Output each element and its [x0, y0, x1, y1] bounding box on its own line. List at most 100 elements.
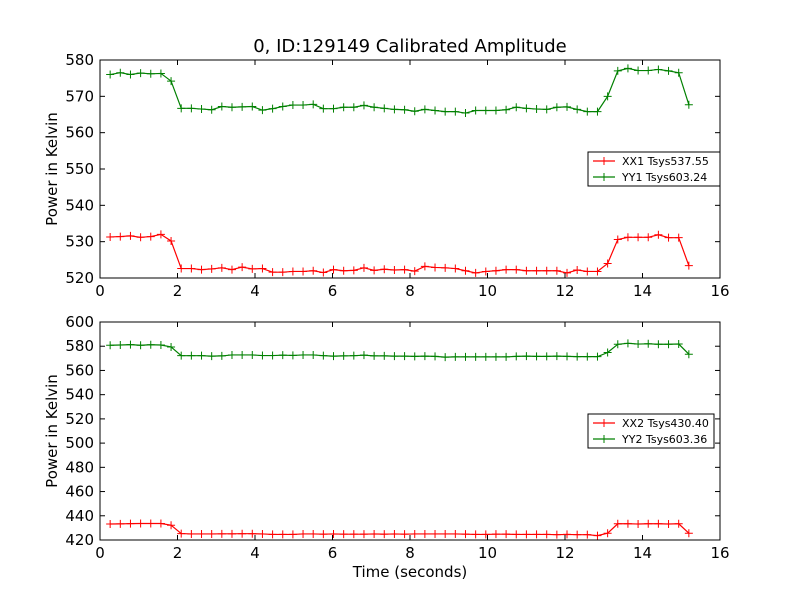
x-tick-label: 10: [478, 282, 497, 300]
x-tick-label: 10: [478, 544, 497, 562]
data-point: [451, 352, 460, 361]
x-tick-label: 16: [710, 282, 729, 300]
data-point: [684, 350, 693, 359]
data-point: [268, 104, 277, 113]
data-point: [167, 521, 176, 530]
data-point: [441, 529, 450, 538]
data-point: [613, 235, 622, 244]
data-point: [380, 351, 389, 360]
x-tick-label: 16: [710, 544, 729, 562]
series-line-xx2: [110, 522, 690, 537]
data-point: [573, 266, 582, 275]
data-point: [349, 266, 358, 275]
data-point: [552, 103, 561, 112]
data-point: [106, 232, 115, 241]
data-point: [471, 530, 480, 539]
data-point: [339, 351, 348, 360]
data-point: [227, 350, 236, 359]
data-point: [410, 529, 419, 538]
y-tick-label: 580: [65, 51, 94, 69]
x-tick-label: 2: [173, 282, 183, 300]
data-point: [623, 64, 632, 73]
data-point: [420, 262, 429, 271]
data-point: [603, 259, 612, 268]
data-point: [491, 352, 500, 361]
data-point: [684, 100, 693, 109]
data-point: [532, 530, 541, 539]
data-point: [126, 519, 135, 528]
data-point: [644, 519, 653, 528]
data-point: [299, 350, 308, 359]
data-point: [187, 529, 196, 538]
y-tick-label: 540: [65, 386, 94, 404]
data-point: [106, 520, 115, 529]
x-tick-label: 0: [95, 544, 105, 562]
data-point: [593, 352, 602, 361]
data-point: [288, 101, 297, 110]
data-point: [278, 268, 287, 277]
data-point: [654, 65, 663, 74]
data-point: [390, 529, 399, 538]
data-point: [268, 268, 277, 277]
lower-chart-panel: 0 2 4 6 8 10 12 14 16 420 440 460 480 500 520 540 560 580…: [43, 313, 730, 581]
x-tick-label: 14: [633, 544, 652, 562]
legend-marker: [600, 157, 608, 165]
data-point: [329, 352, 338, 361]
data-point: [217, 263, 226, 272]
data-point: [481, 352, 490, 361]
data-point: [299, 267, 308, 276]
data-point: [664, 66, 673, 75]
data-point: [126, 70, 135, 79]
data-point: [532, 266, 541, 275]
data-point: [410, 267, 419, 276]
x-tick-label: 12: [555, 282, 574, 300]
data-point: [258, 264, 267, 273]
data-point: [258, 106, 267, 115]
y-tick-label: 570: [65, 87, 94, 105]
data-point: [664, 340, 673, 349]
data-point: [187, 104, 196, 113]
data-point: [319, 351, 328, 360]
y-axis-label: Power in Kelvin: [43, 112, 61, 226]
data-point: [197, 265, 206, 274]
data-point: [177, 351, 186, 360]
series-line-xx1: [110, 233, 690, 274]
data-point: [593, 107, 602, 116]
upper-chart-panel: 0 2 4 6 8 10 12 14 16 520 530 540 550 560 570 580 Power …: [43, 51, 730, 300]
data-point: [461, 266, 470, 275]
data-point: [420, 352, 429, 361]
data-point: [573, 530, 582, 539]
series-line-yy1: [110, 67, 690, 114]
data-point: [329, 104, 338, 113]
data-point: [634, 233, 643, 242]
data-point: [380, 265, 389, 274]
data-point: [197, 351, 206, 360]
data-point: [410, 352, 419, 361]
legend-label: YY2 Tsys603.36: [621, 433, 707, 446]
data-point: [278, 530, 287, 539]
data-point: [167, 77, 176, 86]
data-point: [359, 530, 368, 539]
y-tick-label: 580: [65, 337, 94, 355]
data-point: [380, 530, 389, 539]
data-point: [512, 265, 521, 274]
data-point: [583, 107, 592, 116]
data-point: [207, 352, 216, 361]
data-point: [329, 265, 338, 274]
data-point: [116, 232, 125, 241]
data-point: [563, 352, 572, 361]
x-tick-label: 12: [555, 544, 574, 562]
data-point: [217, 351, 226, 360]
data-point: [116, 68, 125, 77]
data-point: [126, 231, 135, 240]
data-point: [299, 529, 308, 538]
data-point: [227, 529, 236, 538]
data-point: [400, 105, 409, 114]
data-point: [349, 103, 358, 112]
data-point: [431, 352, 440, 361]
legend-box: [587, 151, 721, 187]
data-point: [146, 340, 155, 349]
y-tick-label: 460: [65, 483, 94, 501]
series-line-yy2: [110, 342, 690, 358]
